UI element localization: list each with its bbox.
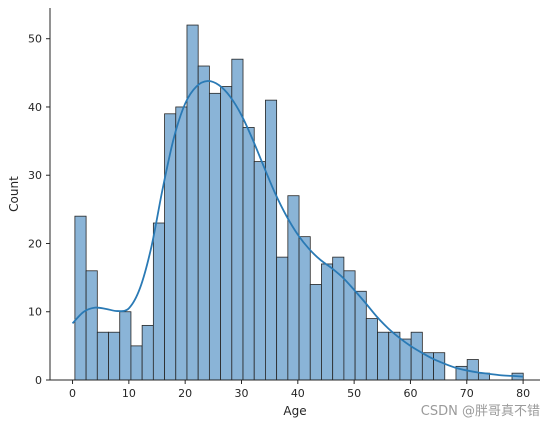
x-tick-label: 20	[178, 387, 192, 400]
histogram-bar	[321, 263, 334, 381]
x-tick-label: 70	[460, 387, 474, 400]
histogram-bar	[152, 222, 165, 381]
y-tick-label: 30	[28, 169, 42, 182]
histogram-bar	[141, 324, 154, 381]
x-tick-label: 0	[69, 387, 76, 400]
histogram-bar	[175, 106, 188, 381]
y-tick-label: 10	[28, 306, 42, 319]
y-tick-label: 50	[28, 33, 42, 46]
histogram-bar	[410, 331, 423, 381]
x-tick-label: 40	[291, 387, 305, 400]
histogram-bar	[265, 99, 278, 381]
histogram-bar	[197, 65, 210, 381]
x-axis-label: Age	[283, 404, 306, 418]
histogram-bar	[220, 86, 233, 381]
x-tick-label: 60	[403, 387, 417, 400]
y-tick-label: 40	[28, 101, 42, 114]
histogram-bar	[208, 92, 221, 381]
x-tick-label: 50	[347, 387, 361, 400]
histogram-bar	[343, 270, 356, 381]
histogram-bar	[309, 284, 322, 381]
histogram-bar	[276, 256, 289, 381]
histogram-bar	[377, 331, 390, 381]
x-tick-label: 10	[122, 387, 136, 400]
histogram-bar	[287, 195, 300, 381]
x-axis-ticks: 0 10 20 30 40 50 60 70 80	[69, 380, 530, 400]
histogram-bar	[242, 127, 255, 381]
histogram-bar	[388, 331, 401, 381]
x-tick-label: 30	[234, 387, 248, 400]
x-tick-label: 80	[516, 387, 530, 400]
histogram-bar	[466, 359, 479, 381]
histogram-bar	[96, 331, 109, 381]
histogram-bar	[119, 311, 132, 381]
y-tick-label: 20	[28, 237, 42, 250]
y-tick-label: 0	[35, 374, 42, 387]
y-axis-label: Count	[7, 176, 21, 212]
histogram-bar	[253, 161, 266, 381]
histogram-bar	[354, 290, 367, 381]
histogram-bar	[130, 345, 143, 381]
y-axis-ticks: 0 10 20 30 40 50	[28, 33, 50, 387]
histogram-bar	[108, 331, 121, 381]
histogram-bar	[74, 215, 87, 381]
watermark: CSDN @胖哥真不错	[420, 404, 540, 419]
histogram-bar	[433, 352, 446, 381]
histogram-bar	[186, 24, 199, 381]
kde-curve	[71, 80, 524, 378]
histogram-bar	[365, 318, 378, 381]
histogram-bar	[298, 236, 311, 381]
histogram-bar	[332, 256, 345, 381]
histogram-bar	[85, 270, 98, 381]
histogram-bars	[74, 24, 524, 381]
